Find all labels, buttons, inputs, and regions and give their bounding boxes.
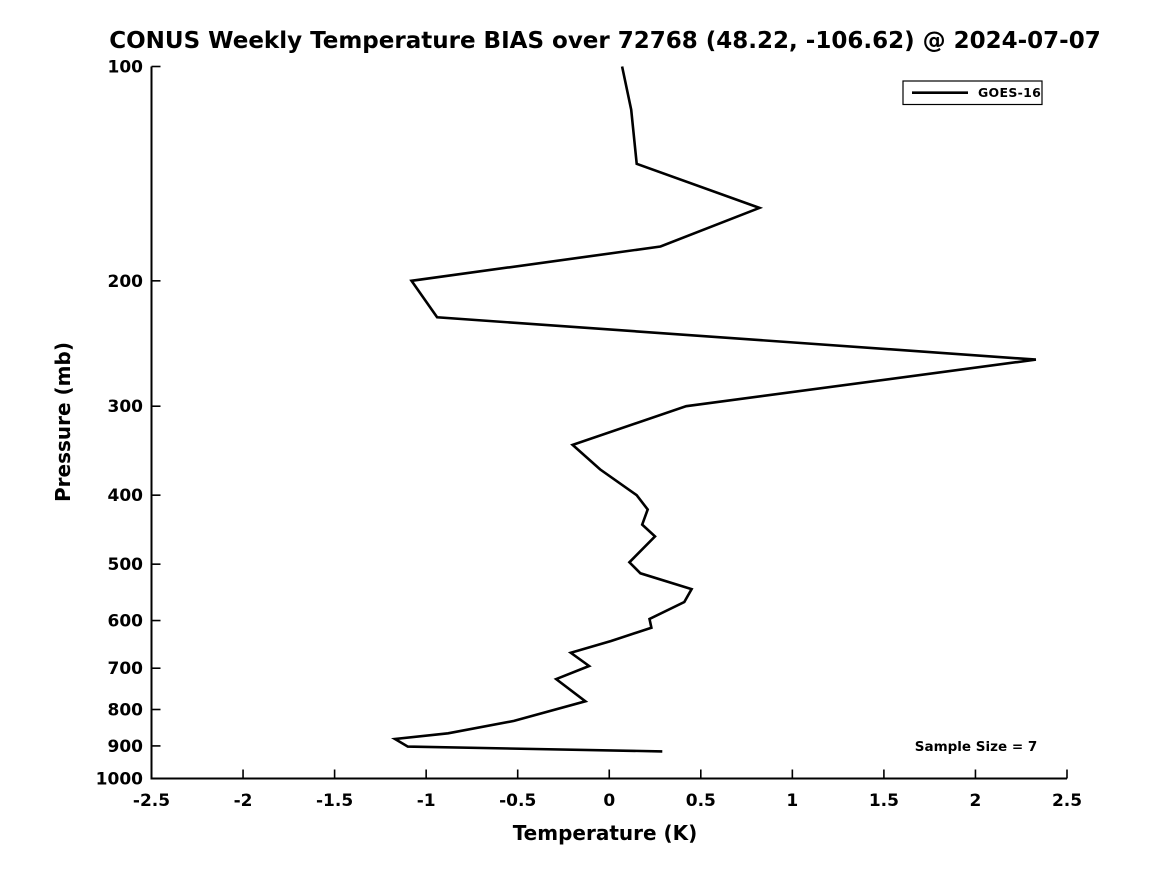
y-axis-label: Pressure (mb) [51, 342, 75, 502]
x-tick-label: 1 [786, 791, 798, 811]
x-tick-label: 2.5 [1052, 791, 1082, 811]
y-tick-label: 900 [108, 737, 144, 757]
x-axis-label: Temperature (K) [513, 821, 698, 845]
x-tick-label: 0 [603, 791, 615, 811]
x-tick-label: 2 [970, 791, 982, 811]
x-tick-label: 0.5 [686, 791, 716, 811]
y-tick-label: 300 [108, 397, 144, 417]
x-tick-label: -2.5 [133, 791, 170, 811]
y-tick-label: 400 [108, 486, 144, 506]
plot-area: -2.5 -2 -1.5 -1 -0.5 0 0.5 1 1.5 2 2.5 100 200 300 40… [96, 58, 1082, 812]
y-tick-label: 500 [108, 555, 144, 575]
sample-size-annotation: Sample Size = 7 [915, 739, 1038, 755]
y-tick-label: 700 [108, 659, 144, 679]
y-tick-label: 600 [108, 612, 144, 632]
y-tick-label: 100 [108, 58, 144, 78]
y-axis-ticks: 100 200 300 400 500 600 700 800 900 1000 [96, 58, 161, 790]
x-tick-label: -2 [234, 791, 253, 811]
legend-entry-label: GOES-16 [978, 85, 1041, 100]
x-axis-ticks: -2.5 -2 -1.5 -1 -0.5 0 0.5 1 1.5 2 2.5 [133, 769, 1082, 811]
y-tick-label: 200 [108, 272, 144, 292]
x-tick-label: -1.5 [316, 791, 353, 811]
chart-title: CONUS Weekly Temperature BIAS over 72768… [109, 28, 1100, 54]
series-goes16-line [390, 66, 1037, 753]
x-tick-label: -0.5 [499, 791, 536, 811]
legend: GOES-16 [902, 80, 1043, 106]
legend-box [902, 80, 1043, 106]
y-tick-label: 1000 [96, 770, 143, 790]
x-tick-label: -1 [417, 791, 436, 811]
x-tick-label: 1.5 [869, 791, 899, 811]
y-tick-label: 800 [108, 701, 144, 721]
